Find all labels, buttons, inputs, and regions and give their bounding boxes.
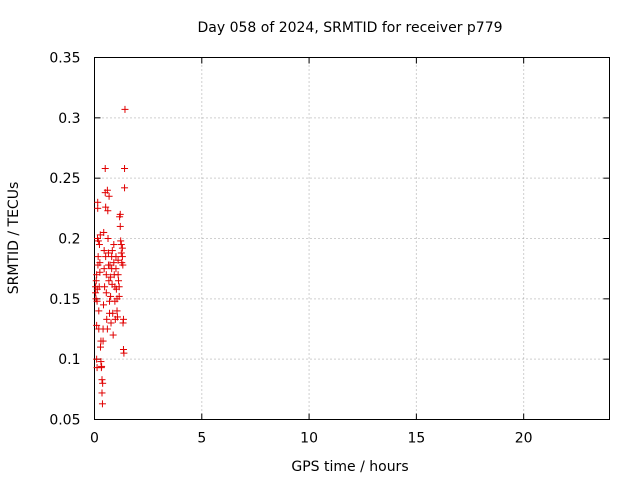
data-point — [101, 283, 109, 291]
data-point — [95, 307, 103, 315]
data-point — [103, 315, 111, 323]
data-point — [113, 307, 121, 315]
data-point — [115, 277, 123, 285]
y-axis-title: SRMTID / TECUs — [6, 182, 22, 295]
grid-lines — [94, 57, 610, 420]
data-point — [102, 203, 110, 211]
data-point — [112, 265, 120, 273]
data-point — [119, 261, 127, 269]
data-point — [99, 337, 107, 345]
data-point — [105, 277, 113, 285]
x-tick-label: 10 — [300, 431, 318, 447]
data-point — [110, 241, 118, 249]
data-point — [100, 301, 108, 309]
data-point — [113, 313, 121, 321]
y-tick-label: 0.35 — [49, 51, 80, 67]
data-point — [93, 355, 101, 363]
data-point — [108, 247, 116, 255]
chart-title: Day 058 of 2024, SRMTID for receiver p77… — [197, 20, 502, 36]
data-point — [93, 321, 101, 329]
data-point — [103, 186, 111, 194]
data-point — [115, 292, 123, 300]
data-point — [121, 184, 129, 192]
data-point — [104, 249, 112, 257]
x-tick-label: 0 — [90, 431, 99, 447]
data-point — [105, 192, 113, 200]
x-tick-labels: 0 5 10 15 20 — [90, 431, 533, 447]
y-tick-label: 0.05 — [49, 413, 80, 429]
data-point — [96, 268, 104, 276]
data-point — [119, 315, 127, 323]
data-point — [117, 249, 125, 257]
data-point — [94, 253, 102, 261]
y-tick-label: 0.15 — [49, 292, 80, 308]
data-point — [97, 343, 105, 351]
x-tick-label: 15 — [407, 431, 425, 447]
data-point — [107, 292, 115, 300]
data-point — [114, 271, 122, 279]
data-point — [98, 376, 106, 384]
data-point — [101, 165, 109, 173]
data-point — [117, 237, 125, 245]
data-point — [115, 283, 123, 291]
data-point — [100, 265, 108, 273]
data-point — [100, 247, 108, 255]
data-point — [109, 309, 117, 317]
data-point — [117, 241, 125, 249]
y-tick-label: 0.25 — [49, 171, 80, 187]
data-point — [118, 253, 126, 261]
x-tick-label: 20 — [515, 431, 533, 447]
data-point — [98, 362, 106, 370]
data-point — [95, 241, 103, 249]
data-point — [102, 253, 110, 261]
data-point — [120, 349, 128, 357]
axis-ticks — [94, 57, 610, 420]
data-point — [102, 271, 110, 279]
data-point — [107, 319, 115, 327]
plot-frame — [94, 57, 610, 420]
data-point — [96, 259, 104, 267]
data-point — [92, 289, 100, 297]
data-point — [110, 259, 118, 267]
data-point — [94, 204, 102, 212]
y-tick-labels: 0.05 0.1 0.15 0.2 0.25 0.3 0.35 — [49, 51, 80, 429]
data-point — [98, 400, 106, 408]
data-point — [102, 289, 110, 297]
data-point — [121, 165, 129, 173]
data-point — [103, 325, 111, 333]
y-tick-label: 0.2 — [58, 232, 80, 248]
data-point — [104, 235, 112, 242]
data-point — [97, 358, 105, 366]
x-axis-title: GPS time / hours — [291, 459, 408, 475]
x-tick-label: 5 — [197, 431, 206, 447]
data-point — [118, 244, 126, 252]
data-point — [112, 253, 120, 261]
y-tick-label: 0.3 — [58, 111, 80, 127]
data-point — [114, 256, 122, 264]
data-point — [109, 331, 117, 339]
data-point — [121, 105, 129, 113]
data-point — [92, 277, 100, 285]
y-tick-label: 0.1 — [58, 352, 80, 368]
data-point — [116, 222, 124, 230]
data-point — [99, 379, 107, 387]
data-point — [116, 210, 124, 218]
data-point — [100, 228, 108, 236]
data-point — [94, 237, 102, 245]
data-point — [104, 207, 112, 215]
data-point — [94, 198, 102, 206]
data-point — [107, 273, 115, 281]
data-point — [93, 297, 101, 305]
data-points — [92, 105, 129, 408]
data-point — [106, 261, 114, 269]
data-point — [98, 389, 106, 397]
